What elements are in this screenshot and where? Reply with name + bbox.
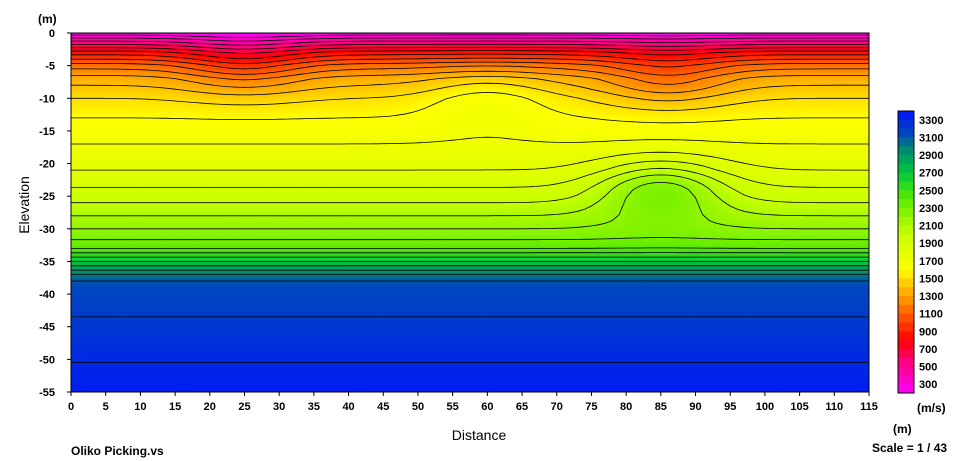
velocity-section-chart: 0 5 10 15 20 25 30 35 40 45 50 55 60 65 70 75 80 85 90 95 10… xyxy=(0,0,955,461)
